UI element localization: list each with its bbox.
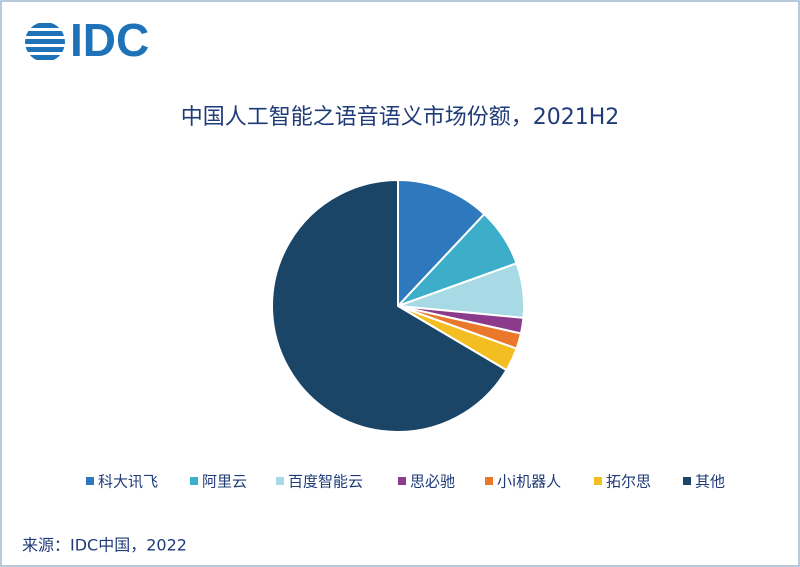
legend-swatch bbox=[86, 477, 94, 485]
legend-label: 其他 bbox=[695, 473, 725, 491]
legend-label: 科大讯飞 bbox=[98, 473, 158, 491]
logo-text: IDC bbox=[70, 14, 149, 66]
legend-swatch bbox=[398, 477, 406, 485]
legend-swatch bbox=[594, 477, 602, 485]
legend-label: 百度智能云 bbox=[288, 473, 363, 491]
legend-swatch bbox=[683, 477, 691, 485]
legend-swatch bbox=[485, 477, 493, 485]
legend-label: 拓尔思 bbox=[606, 473, 651, 491]
pie-slice bbox=[397, 178, 486, 309]
source: 来源：IDC中国，2022 bbox=[22, 536, 187, 555]
legend-swatch bbox=[190, 477, 198, 485]
chart-title: 中国人工智能之语音语义市场份额，2021H2 bbox=[181, 105, 620, 130]
legend-swatch bbox=[276, 477, 284, 485]
legend-label: 思必驰 bbox=[410, 473, 455, 491]
logo-globe bbox=[25, 23, 65, 60]
legend-label: 阿里云 bbox=[202, 473, 247, 491]
pie-slice bbox=[271, 178, 508, 433]
legend-label: 小i机器人 bbox=[497, 473, 561, 491]
